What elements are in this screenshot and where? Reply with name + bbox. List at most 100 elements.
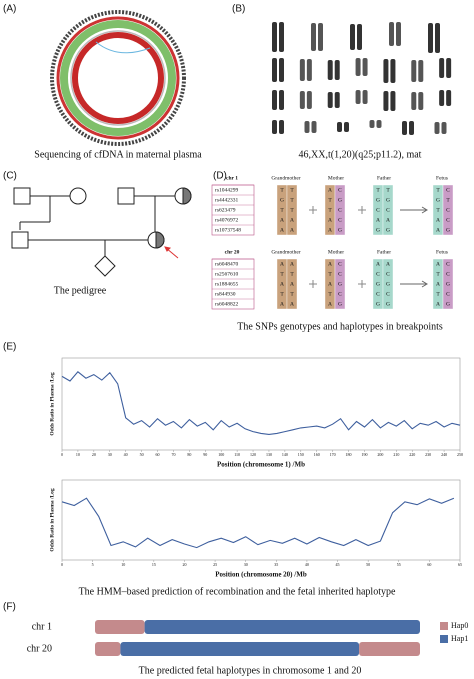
x-tick-label: 5: [92, 562, 94, 567]
allele: A: [328, 261, 332, 267]
x-tick-label: 170: [330, 452, 336, 457]
allele: A: [280, 301, 284, 307]
x-tick-label: 0: [61, 562, 63, 567]
genotype-column: [442, 184, 454, 236]
chromosome-image: [409, 121, 414, 135]
allele: C: [446, 217, 450, 223]
panel-label: (D): [213, 171, 227, 182]
x-tick-label: 25: [213, 562, 217, 567]
chromosome-image: [396, 22, 401, 46]
x-tick-label: 110: [234, 452, 240, 457]
allele: C: [446, 207, 450, 213]
haplotype-bars: chr 1 chr 20 Hap0 Hap1: [27, 620, 468, 656]
chromosome-image: [272, 90, 277, 110]
chromosome-image: [428, 23, 433, 53]
x-tick-label: 35: [274, 562, 278, 567]
data-line: [61, 371, 461, 435]
allele: A: [280, 217, 284, 223]
allele: G: [376, 197, 380, 203]
panel-label: (F): [3, 602, 16, 613]
allele: A: [328, 227, 332, 233]
chromosome-image: [434, 122, 440, 134]
x-tick-label: 45: [336, 562, 340, 567]
allele: G: [446, 281, 450, 287]
chromosome-image: [362, 58, 368, 76]
chromosome-image: [299, 91, 305, 109]
x-tick-label: 190: [361, 452, 367, 457]
x-tick-label: 140: [282, 452, 288, 457]
circos-plot: [50, 10, 186, 146]
chromosome-image: [439, 90, 445, 106]
chromosome-image: [362, 90, 368, 104]
chromosome-image: [446, 58, 452, 78]
arrow: [400, 280, 428, 288]
x-tick-label: 55: [397, 562, 401, 567]
x-tick-label: 65: [458, 562, 462, 567]
x-tick-label: 30: [244, 562, 248, 567]
chromosome-image: [327, 60, 333, 80]
allele: C: [338, 187, 342, 193]
allele: T: [386, 187, 390, 193]
allele: T: [290, 187, 294, 193]
chromosome-image: [355, 58, 361, 76]
allele: T: [436, 187, 440, 193]
snp-id: rs2567610: [215, 271, 238, 277]
allele: A: [290, 217, 294, 223]
allele: C: [386, 271, 390, 277]
x-axis-label: Position (chromosome 20) /Mb: [215, 571, 307, 579]
chromosome-image: [279, 58, 284, 82]
snp-id: rs10737548: [215, 227, 241, 233]
allele: T: [446, 197, 450, 203]
x-tick-label: 240: [441, 452, 447, 457]
allele: T: [436, 291, 440, 297]
allele: A: [386, 217, 390, 223]
allele: G: [376, 301, 380, 307]
chromosome-image: [279, 120, 284, 134]
allele: A: [328, 281, 332, 287]
caption: 46,XX,t(1,20)(q25;p11.2), mat: [299, 149, 422, 160]
chromosome-image: [344, 122, 349, 132]
allele: C: [376, 207, 380, 213]
chromosome-image: [304, 121, 310, 133]
x-tick-label: 220: [409, 452, 415, 457]
haplotype-segment: [95, 620, 145, 634]
allele: C: [446, 291, 450, 297]
allele: A: [386, 261, 390, 267]
plus-sign: [309, 280, 317, 288]
x-tick-label: 20: [92, 452, 96, 457]
allele: G: [436, 197, 440, 203]
allele: A: [280, 261, 284, 267]
allele: T: [290, 291, 294, 297]
chromosome-image: [334, 60, 340, 80]
allele: T: [290, 197, 294, 203]
chromosome-image: [350, 24, 355, 50]
x-tick-label: 150: [298, 452, 304, 457]
x-tick-label: 80: [187, 452, 191, 457]
genotype-column: [286, 258, 298, 310]
snp-box: [211, 184, 255, 236]
x-tick-label: 90: [203, 452, 207, 457]
chromosome-image: [418, 92, 424, 110]
chromosome-image: [390, 59, 396, 83]
snp-box: [211, 258, 255, 310]
caption: The pedigree: [54, 285, 107, 296]
snp-id: rs623479: [215, 207, 236, 213]
plot-frame: [61, 357, 461, 451]
chr-label: chr 1: [32, 621, 52, 632]
x-tick-label: 230: [425, 452, 431, 457]
chromosome-image: [272, 120, 277, 134]
allele: C: [338, 271, 342, 277]
allele: A: [328, 187, 332, 193]
chromosome-image: [411, 60, 417, 82]
allele: T: [328, 291, 332, 297]
chr-label: chr 1: [226, 175, 238, 181]
caption: The HMM–based prediction of recombinatio…: [79, 586, 396, 597]
x-tick-label: 50: [366, 562, 370, 567]
chromosome-image: [390, 91, 396, 111]
legend-swatch: [440, 622, 448, 630]
allele: A: [436, 281, 440, 287]
allele: A: [436, 301, 440, 307]
snp-tables: chr 1 Grandmother Mother Father Fetus rs10442…: [211, 175, 454, 310]
chromosome-image: [441, 122, 447, 134]
panel-label: (C): [3, 171, 17, 182]
